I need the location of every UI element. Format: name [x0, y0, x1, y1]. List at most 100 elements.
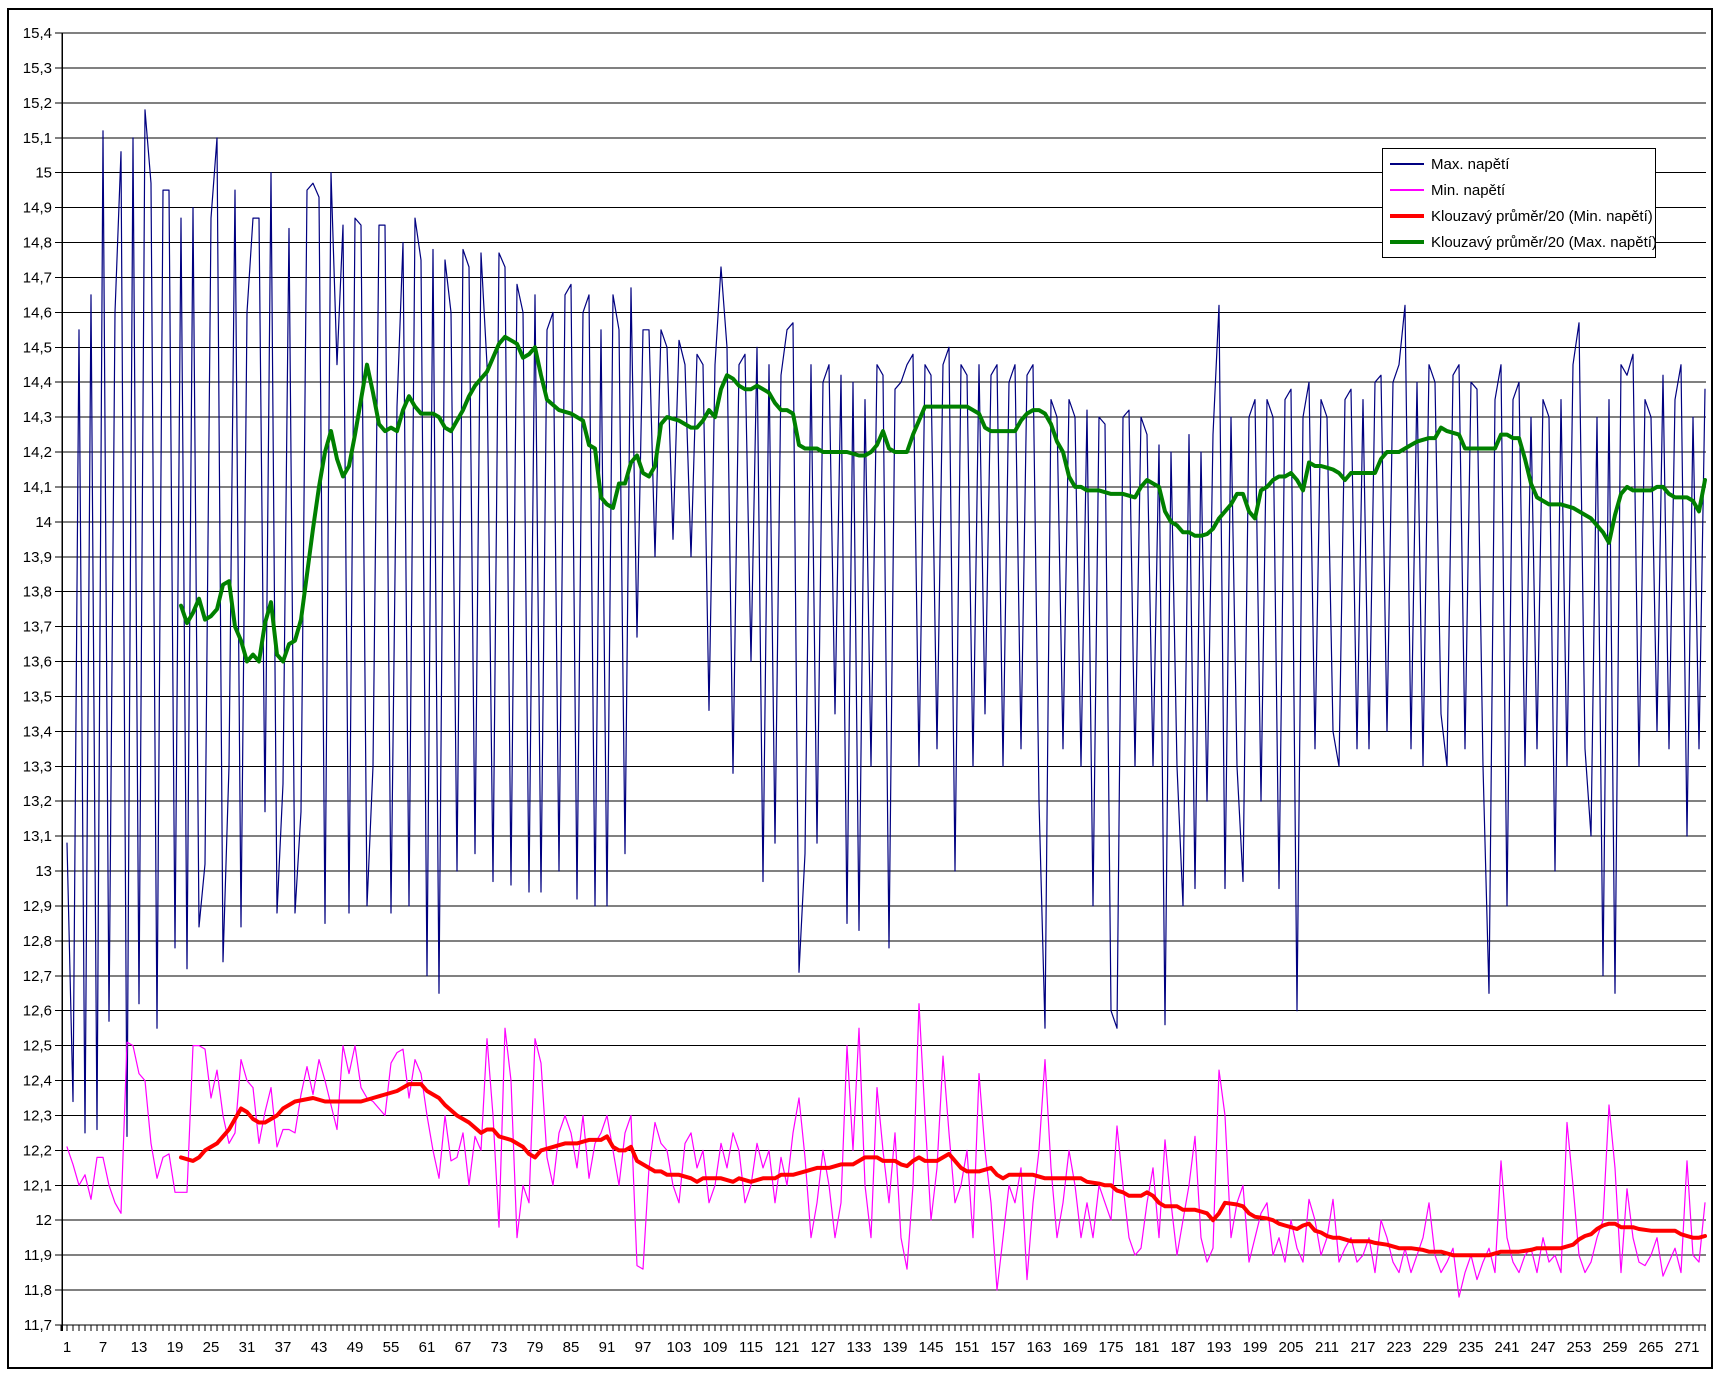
series-min-line [66, 1003, 1706, 1298]
y-axis-tick-label: 13,4 [23, 723, 52, 740]
legend-label: Min. napětí [1431, 181, 1506, 199]
legend-line-swatch-ma-min [1390, 214, 1424, 218]
x-axis-tick-label: 31 [239, 1339, 256, 1356]
y-axis-tick-label: 13,9 [23, 549, 52, 566]
x-axis-tick-label: 1 [63, 1339, 71, 1356]
x-axis-tick-label: 133 [846, 1339, 871, 1356]
y-axis-tick-label: 11,8 [24, 1282, 52, 1299]
x-axis-tick-label: 67 [455, 1339, 472, 1356]
x-axis-tick-label: 145 [918, 1339, 943, 1356]
legend-item-min-napeti: Min. napětí [1383, 177, 1655, 203]
legend-item-ma-max: Klouzavý průměr/20 (Max. napětí) [1383, 229, 1657, 255]
x-axis-tick-label: 241 [1494, 1339, 1519, 1356]
y-axis-tick-label: 15,4 [23, 25, 52, 42]
y-axis-tick-label: 13,1 [23, 828, 52, 845]
x-axis-tick-label: 61 [419, 1339, 436, 1356]
x-axis-tick-label: 73 [491, 1339, 508, 1356]
y-axis-tick-label: 11,9 [24, 1247, 52, 1264]
y-axis-tick-label: 14,5 [23, 339, 52, 356]
x-axis-tick-label: 19 [167, 1339, 184, 1356]
y-axis-tick-label: 13 [35, 863, 52, 880]
series-max-line [66, 109, 1706, 1138]
legend-item-ma-min: Klouzavý průměr/20 (Min. napětí) [1383, 203, 1655, 229]
x-axis-tick-label: 217 [1350, 1339, 1375, 1356]
y-axis-tick-label: 15,1 [23, 130, 52, 147]
y-axis-tick-label: 13,6 [23, 654, 52, 671]
chart-outer-border [7, 8, 1713, 1369]
y-axis-tick-label: 14,7 [23, 269, 52, 286]
y-axis-tick-label: 14,9 [23, 200, 52, 217]
y-axis-tick-label: 12,9 [23, 898, 52, 915]
x-axis-tick-label: 247 [1530, 1339, 1555, 1356]
x-axis-tick-label: 115 [739, 1339, 763, 1356]
x-axis-tick-label: 43 [311, 1339, 328, 1356]
x-axis-tick-label: 79 [527, 1339, 544, 1356]
y-axis-tick-label: 12,2 [23, 1142, 52, 1159]
y-axis-tick-label: 14,4 [23, 374, 52, 391]
x-axis-tick-label: 163 [1026, 1339, 1051, 1356]
series-ma_min-line [179, 1082, 1707, 1258]
y-axis-tick-label: 13,7 [23, 619, 52, 636]
legend-label: Klouzavý průměr/20 (Min. napětí) [1431, 207, 1653, 225]
y-axis-tick-label: 12,4 [23, 1073, 52, 1090]
y-axis-tick-label: 14,2 [23, 444, 52, 461]
x-axis-tick-label: 169 [1062, 1339, 1087, 1356]
x-axis-tick-label: 271 [1674, 1339, 1699, 1356]
y-axis-tick-label: 15 [35, 165, 52, 182]
y-axis-tick-label: 13,2 [23, 793, 52, 810]
x-axis-tick-label: 109 [702, 1339, 727, 1356]
x-axis-tick-label: 235 [1458, 1339, 1483, 1356]
x-axis-tick-label: 103 [666, 1339, 691, 1356]
series-ma_max-line [179, 334, 1707, 664]
x-axis-tick-label: 223 [1386, 1339, 1411, 1356]
y-axis-tick-label: 12,3 [23, 1107, 52, 1124]
x-axis-tick-label: 7 [99, 1339, 107, 1356]
y-axis-tick-label: 12,5 [23, 1038, 52, 1055]
y-axis-tick-label: 14,8 [23, 235, 52, 252]
x-axis-tick-label: 55 [383, 1339, 400, 1356]
x-axis-tick-label: 157 [990, 1339, 1015, 1356]
y-axis-tick-label: 12,7 [23, 968, 52, 985]
x-axis-tick-label: 13 [131, 1339, 148, 1356]
x-axis-tick-label: 229 [1422, 1339, 1447, 1356]
legend-label: Klouzavý průměr/20 (Max. napětí) [1431, 233, 1657, 251]
legend-label: Max. napětí [1431, 155, 1510, 173]
legend-line-swatch-min [1390, 189, 1424, 191]
x-axis-tick-label: 151 [954, 1339, 979, 1356]
x-axis-tick-label: 37 [275, 1339, 292, 1356]
y-axis-tick-label: 13,8 [23, 584, 52, 601]
x-axis-tick-label: 121 [774, 1339, 799, 1356]
x-axis-tick-label: 193 [1206, 1339, 1231, 1356]
x-axis-tick-label: 265 [1638, 1339, 1663, 1356]
y-axis-tick-label: 12,8 [23, 933, 52, 950]
y-axis-tick-label: 14,3 [23, 409, 52, 426]
legend-item-max-napeti: Max. napětí [1383, 151, 1655, 177]
y-axis-tick-label: 13,3 [23, 758, 52, 775]
y-axis-tick-label: 12 [35, 1212, 52, 1229]
x-axis-tick-label: 253 [1566, 1339, 1591, 1356]
legend-line-swatch-max [1390, 163, 1424, 165]
legend-line-swatch-ma-max [1390, 240, 1424, 244]
y-axis-tick-label: 12,6 [23, 1003, 52, 1020]
x-axis-tick-label: 199 [1242, 1339, 1267, 1356]
x-axis-tick-label: 127 [810, 1339, 835, 1356]
x-axis-tick-label: 49 [347, 1339, 364, 1356]
x-axis-tick-label: 139 [882, 1339, 907, 1356]
x-axis-tick-label: 187 [1170, 1339, 1195, 1356]
legend: Max. napětí Min. napětí Klouzavý průměr/… [1382, 148, 1657, 258]
y-axis-tick-label: 14,1 [23, 479, 52, 496]
x-axis-tick-label: 205 [1278, 1339, 1303, 1356]
y-axis-tick-label: 15,2 [23, 95, 52, 112]
y-axis-tick-label: 11,7 [24, 1317, 52, 1334]
x-axis-tick-label: 211 [1315, 1339, 1339, 1356]
x-axis-tick-label: 259 [1602, 1339, 1627, 1356]
y-axis-tick-label: 13,5 [23, 688, 52, 705]
x-axis-tick-label: 181 [1134, 1339, 1159, 1356]
y-axis-tick-label: 14 [35, 514, 52, 531]
x-axis-tick-label: 91 [599, 1339, 616, 1356]
x-axis-tick-label: 85 [563, 1339, 580, 1356]
y-axis-tick-label: 14,6 [23, 304, 52, 321]
x-axis-tick-label: 97 [635, 1339, 652, 1356]
